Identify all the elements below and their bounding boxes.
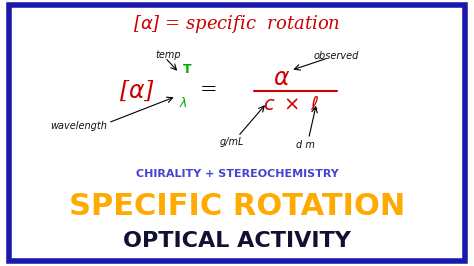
Text: temp: temp [155,49,181,60]
Text: CHIRALITY + STEREOCHEMISTRY: CHIRALITY + STEREOCHEMISTRY [136,169,338,179]
Text: wavelength: wavelength [50,121,107,131]
Text: d m: d m [296,140,315,150]
Text: $c\ \times\ \ell$: $c\ \times\ \ell$ [264,95,319,114]
Text: [$\alpha$]: [$\alpha$] [119,78,155,103]
Text: =: = [200,80,218,99]
Text: [$\alpha$] = specific  rotation: [$\alpha$] = specific rotation [133,13,341,35]
Text: $\lambda$: $\lambda$ [179,96,187,110]
Text: g/mL: g/mL [220,137,245,147]
Text: $\alpha$: $\alpha$ [273,67,291,90]
Text: OPTICAL ACTIVITY: OPTICAL ACTIVITY [123,231,351,251]
Text: T: T [182,63,191,76]
Text: observed: observed [314,51,359,61]
Text: SPECIFIC ROTATION: SPECIFIC ROTATION [69,192,405,221]
